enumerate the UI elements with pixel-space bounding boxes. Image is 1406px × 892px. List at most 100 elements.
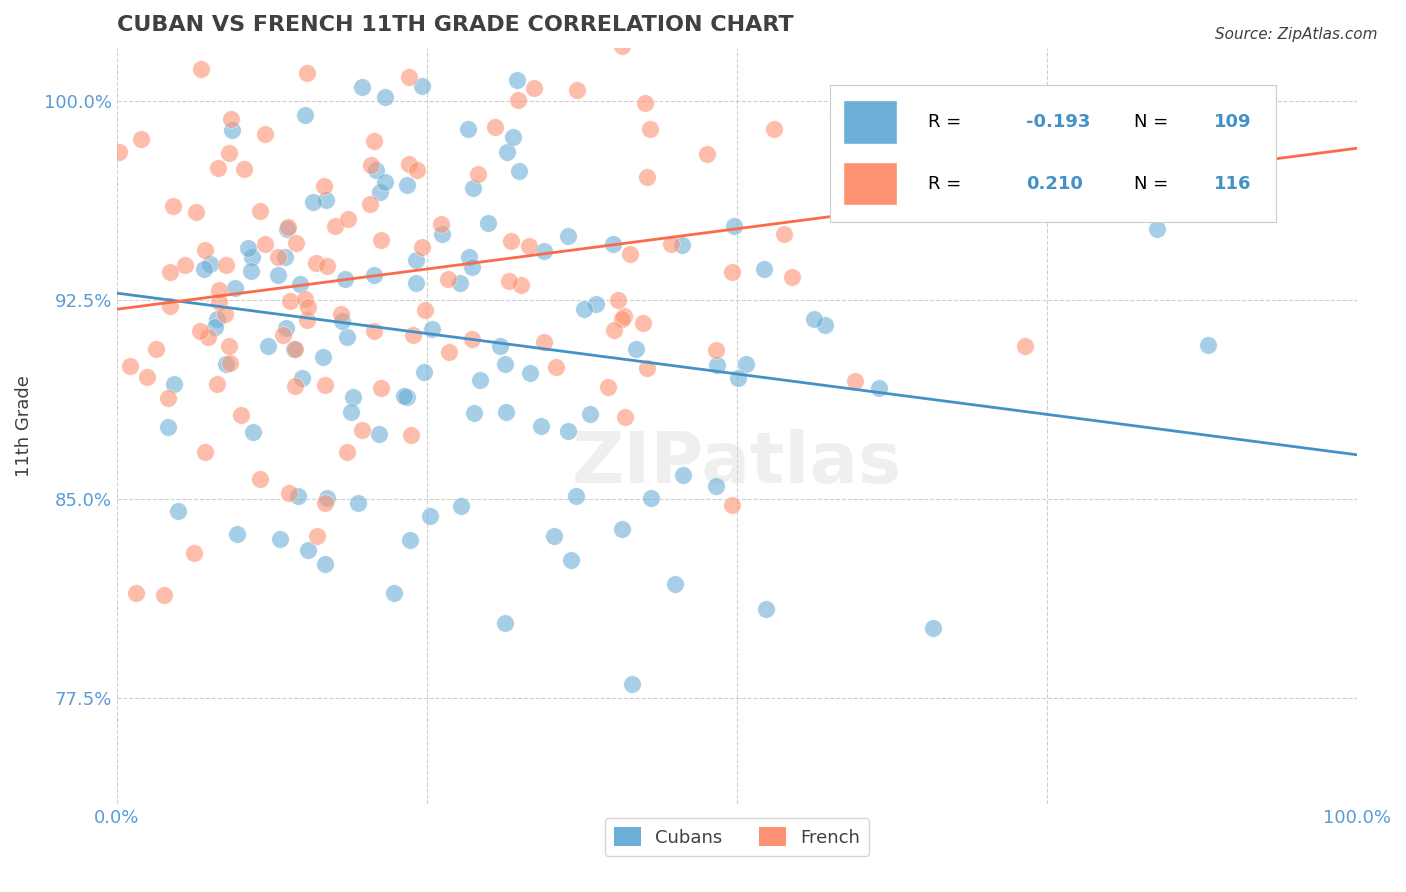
Point [565, 489, 588, 503]
Point [278, 486, 301, 500]
Point [360, 158, 382, 172]
Point [510, 278, 533, 293]
Point [696, 147, 718, 161]
Point [347, 495, 370, 509]
Point [314, 378, 336, 392]
Point [557, 424, 579, 438]
Point [221, 112, 243, 126]
Point [721, 265, 744, 279]
Point [392, 389, 415, 403]
Point [612, 312, 634, 326]
Point [523, 80, 546, 95]
Point [502, 130, 524, 145]
Point [659, 236, 682, 251]
Point [620, 677, 643, 691]
Point [495, 405, 517, 419]
Point [205, 376, 228, 391]
Point [636, 361, 658, 376]
Point [494, 615, 516, 630]
Point [267, 250, 290, 264]
Point [755, 601, 778, 615]
Point [585, 297, 607, 311]
Point [921, 621, 943, 635]
Point [249, 203, 271, 218]
Point [276, 320, 298, 334]
Point [336, 330, 359, 344]
Point [395, 178, 418, 193]
Point [458, 251, 481, 265]
Point [1197, 338, 1219, 352]
Point [240, 250, 263, 264]
Point [207, 161, 229, 175]
Point [208, 294, 231, 309]
Point [533, 244, 555, 258]
Point [772, 227, 794, 242]
Point [145, 342, 167, 356]
Point [419, 14, 441, 29]
Point [333, 272, 356, 286]
Point [305, 256, 328, 270]
Point [108, 145, 131, 159]
Point [184, 205, 207, 219]
Point [517, 239, 540, 253]
Point [631, 316, 654, 330]
Point [638, 121, 661, 136]
Point [294, 108, 316, 122]
Point [370, 233, 392, 247]
Point [236, 241, 259, 255]
Point [156, 392, 179, 406]
Point [374, 175, 396, 189]
Point [124, 585, 146, 599]
Point [401, 428, 423, 442]
Point [336, 212, 359, 227]
Point [173, 258, 195, 272]
Point [498, 274, 520, 288]
Point [613, 409, 636, 424]
Point [242, 425, 264, 439]
Point [706, 358, 728, 372]
Text: Source: ZipAtlas.com: Source: ZipAtlas.com [1215, 27, 1378, 42]
Point [194, 445, 217, 459]
Point [640, 491, 662, 506]
Point [508, 164, 530, 178]
Y-axis label: 11th Grade: 11th Grade [15, 375, 32, 477]
Point [544, 359, 567, 374]
Point [118, 359, 141, 373]
Point [704, 343, 727, 357]
Point [163, 377, 186, 392]
Text: CUBAN VS FRENCH 11TH GRADE CORRELATION CHART: CUBAN VS FRENCH 11TH GRADE CORRELATION C… [117, 15, 793, 35]
Point [468, 373, 491, 387]
Point [484, 120, 506, 135]
Point [200, 257, 222, 271]
Point [363, 324, 385, 338]
Point [1062, 14, 1084, 29]
Point [197, 329, 219, 343]
Point [602, 237, 624, 252]
Point [844, 374, 866, 388]
Point [557, 229, 579, 244]
Point [560, 553, 582, 567]
Point [752, 261, 775, 276]
Point [398, 533, 420, 548]
Point [543, 529, 565, 543]
Point [402, 327, 425, 342]
Point [413, 365, 436, 379]
Point [254, 236, 277, 251]
Point [312, 179, 335, 194]
Point [479, 14, 502, 29]
Point [181, 21, 204, 36]
Point [664, 576, 686, 591]
Point [330, 307, 353, 321]
Point [398, 157, 420, 171]
Point [207, 312, 229, 326]
Point [208, 283, 231, 297]
Point [420, 322, 443, 336]
Point [461, 332, 484, 346]
Point [506, 73, 529, 87]
Point [735, 357, 758, 371]
Point [366, 163, 388, 178]
Point [723, 219, 745, 233]
Point [463, 406, 485, 420]
Point [278, 294, 301, 309]
Point [619, 246, 641, 260]
